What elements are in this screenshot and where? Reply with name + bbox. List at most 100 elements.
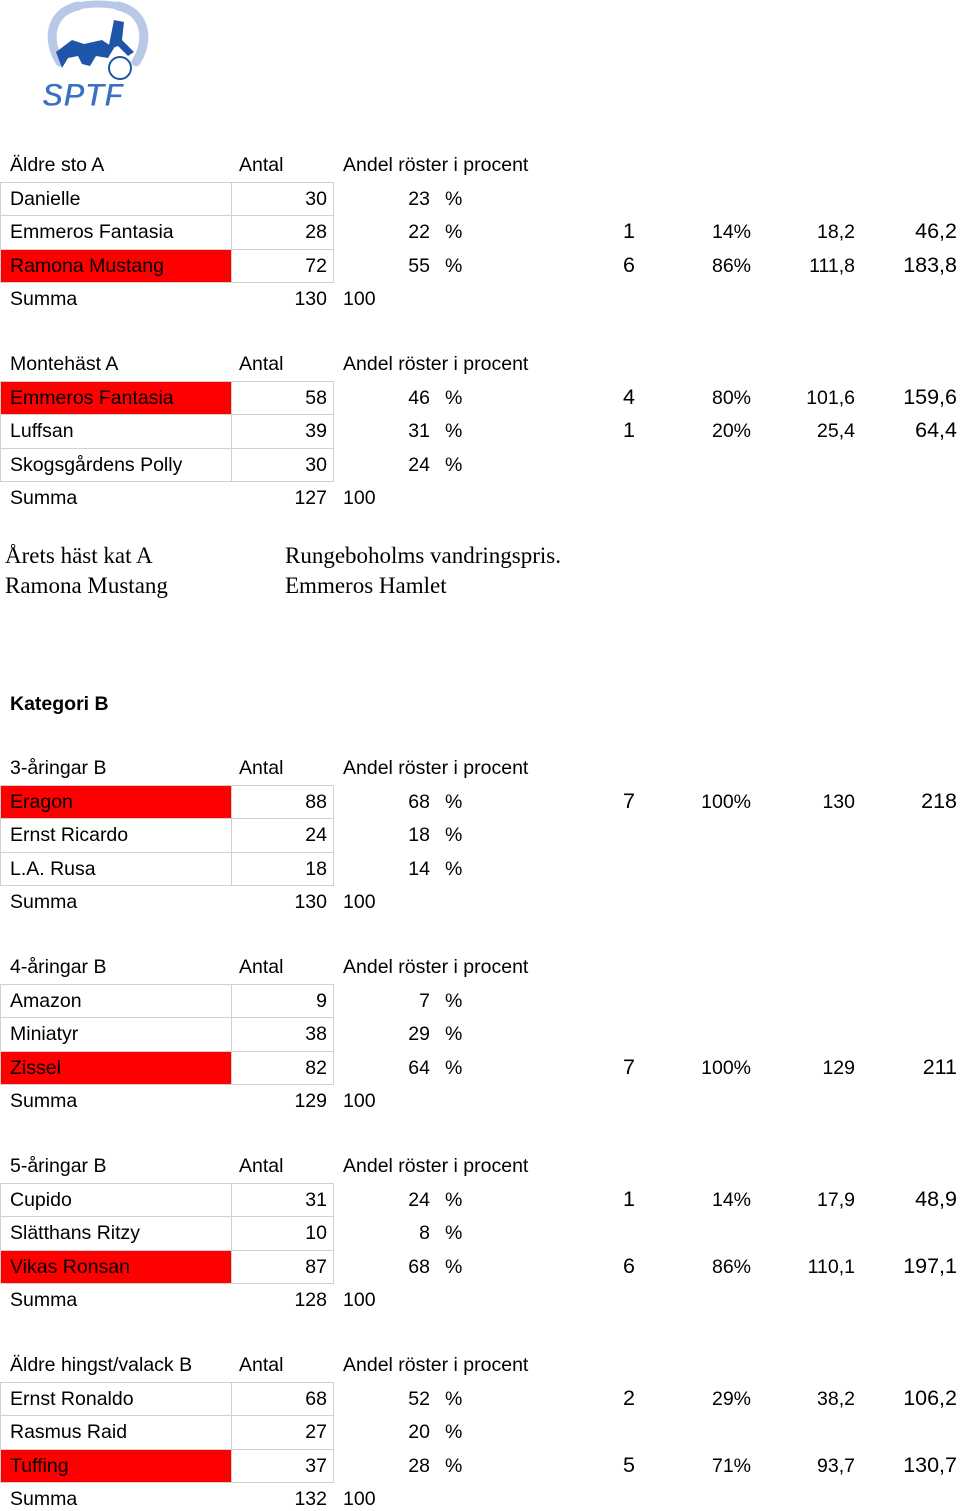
vote-share: 20 xyxy=(408,1421,430,1443)
section-title: Äldre sto A xyxy=(10,154,105,176)
unit: % xyxy=(445,420,463,442)
points: 4 xyxy=(623,384,635,409)
score: 93,7 xyxy=(817,1454,855,1477)
total: 218 xyxy=(921,788,957,813)
section-title: 3-åringar B xyxy=(10,757,107,779)
sum-count: 127 xyxy=(294,487,327,509)
total: 211 xyxy=(922,1054,957,1079)
points: 5 xyxy=(623,1452,635,1477)
section-title: Äldre hingst/valack B xyxy=(10,1354,193,1376)
sum-count: 129 xyxy=(294,1090,327,1112)
sum-share: 100 xyxy=(343,1090,376,1112)
unit: % xyxy=(445,824,463,846)
award-text: Rungeboholms vandringspris. xyxy=(285,543,561,568)
unit: % xyxy=(445,1454,463,1477)
horse-name: Tuffing xyxy=(10,1454,69,1477)
column-header: Antal xyxy=(239,353,284,375)
points: 1 xyxy=(623,418,635,442)
name-cell xyxy=(0,784,232,820)
sum-count: 130 xyxy=(294,288,327,310)
sum-share: 100 xyxy=(343,1289,376,1311)
sum-share: 100 xyxy=(343,288,376,310)
sum-label: Summa xyxy=(10,1090,78,1112)
unit: % xyxy=(445,1056,463,1079)
count-cell xyxy=(231,1448,334,1484)
sum-share: 100 xyxy=(343,487,376,509)
horse-name: Luffsan xyxy=(10,420,74,442)
horse-name: Vikas Ronsan xyxy=(10,1255,130,1278)
vote-count: 9 xyxy=(316,989,327,1012)
name-cell xyxy=(0,1050,232,1086)
score: 111,8 xyxy=(809,254,855,277)
vote-count: 39 xyxy=(305,420,327,442)
vote-count: 28 xyxy=(305,221,327,243)
column-header: Andel röster i procent xyxy=(343,1354,529,1376)
horse-name: Zissel xyxy=(10,1056,61,1079)
vote-count: 18 xyxy=(305,857,327,880)
score: 129 xyxy=(822,1056,855,1079)
point-share: 71% xyxy=(711,1454,751,1477)
vote-share: 64 xyxy=(408,1056,430,1079)
vote-count: 31 xyxy=(305,1188,327,1211)
vote-share: 22 xyxy=(408,221,430,243)
points: 6 xyxy=(623,252,635,277)
unit: % xyxy=(445,790,463,813)
name-cell xyxy=(0,1249,232,1285)
points: 7 xyxy=(623,788,635,813)
sum-share: 100 xyxy=(343,891,376,913)
vote-count: 58 xyxy=(305,386,327,409)
section-title: 4-åringar B xyxy=(10,956,107,978)
sum-count: 128 xyxy=(294,1289,327,1311)
unit: % xyxy=(445,254,463,277)
horse-name: Ramona Mustang xyxy=(10,254,164,277)
point-share: 80% xyxy=(711,386,751,409)
name-cell xyxy=(0,248,232,284)
vote-count: 10 xyxy=(305,1222,327,1244)
vote-share: 28 xyxy=(408,1454,430,1477)
vote-share: 24 xyxy=(408,453,430,476)
vote-count: 30 xyxy=(305,187,327,210)
vote-share: 18 xyxy=(408,824,430,846)
column-header: Andel röster i procent xyxy=(343,757,529,779)
sum-count: 132 xyxy=(294,1488,327,1510)
count-cell xyxy=(231,447,334,483)
column-header: Antal xyxy=(239,956,284,978)
vote-share: 8 xyxy=(419,1222,430,1244)
column-header: Antal xyxy=(239,757,284,779)
sum-label: Summa xyxy=(10,288,78,310)
vote-count: 88 xyxy=(305,790,327,813)
award-text: Årets häst kat A xyxy=(5,543,153,568)
column-header: Andel röster i procent xyxy=(343,956,529,978)
vote-count: 82 xyxy=(305,1056,327,1079)
vote-count: 30 xyxy=(305,453,327,476)
unit: % xyxy=(445,1188,463,1211)
unit: % xyxy=(445,1023,463,1045)
vote-share: 7 xyxy=(419,989,430,1012)
column-header: Antal xyxy=(239,1354,284,1376)
unit: % xyxy=(445,1387,463,1410)
vote-share: 24 xyxy=(408,1188,430,1211)
sum-label: Summa xyxy=(10,891,78,913)
vote-share: 23 xyxy=(408,187,430,210)
column-header: Antal xyxy=(239,1155,284,1177)
vote-count: 37 xyxy=(305,1454,327,1477)
vote-count: 38 xyxy=(305,1023,327,1045)
point-share: 14% xyxy=(711,1188,751,1211)
count-cell xyxy=(231,248,334,284)
vote-share: 68 xyxy=(408,1255,430,1278)
total: 183,8 xyxy=(903,252,957,277)
vote-share: 68 xyxy=(408,790,430,813)
horse-name: Skogsgårdens Polly xyxy=(10,453,183,476)
total: 46,2 xyxy=(915,219,957,243)
vote-share: 14 xyxy=(408,857,430,880)
total: 197,1 xyxy=(903,1253,957,1278)
vote-share: 29 xyxy=(408,1023,430,1045)
points: 1 xyxy=(623,219,635,243)
score: 130 xyxy=(822,790,855,813)
vote-count: 27 xyxy=(305,1421,327,1443)
count-cell xyxy=(231,1050,334,1086)
unit: % xyxy=(445,187,463,210)
column-header: Andel röster i procent xyxy=(343,154,529,176)
score: 17,9 xyxy=(817,1188,855,1211)
